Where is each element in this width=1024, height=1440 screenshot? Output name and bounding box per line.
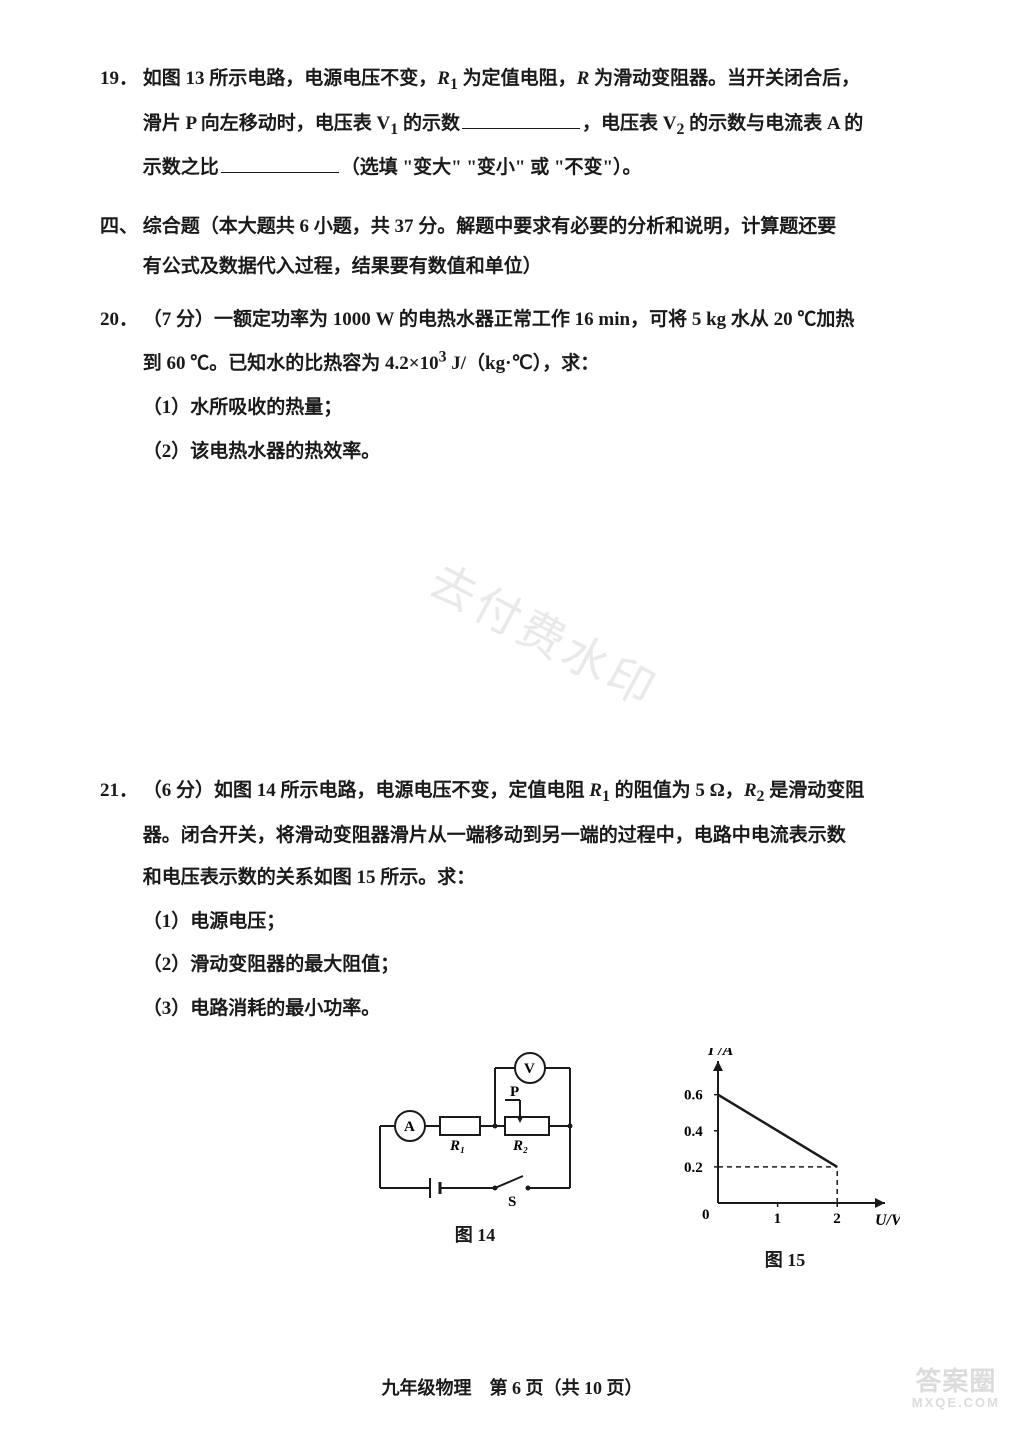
q20-number: 20．: [100, 299, 138, 341]
svg-text:P: P: [510, 1084, 519, 1100]
svg-text:0.4: 0.4: [684, 1124, 703, 1140]
blank-2: [221, 152, 339, 173]
section-4-header: 四、 综合题（本大题共 6 小题，共 37 分。解题中要求有必要的分析和说明，计…: [100, 207, 939, 287]
blank-1: [462, 108, 580, 129]
svg-text:0.2: 0.2: [684, 1160, 703, 1176]
line-chart-icon: I /A U/V 0 0.2 0.4 0.6 1 2: [670, 1048, 900, 1233]
svg-text:2: 2: [833, 1211, 841, 1227]
figure-14: S A R₁ R₂ PV 图 14: [360, 1048, 590, 1272]
svg-text:V: V: [524, 1061, 535, 1077]
svg-text:S: S: [508, 1194, 516, 1208]
section-4-num: 四、: [100, 207, 138, 247]
q19-line2: 滑片 P 向左移动时，电压表 V1 的示数，电压表 V2 的示数与电流表 A 的: [143, 113, 864, 134]
question-20: 20． （7 分）一额定功率为 1000 W 的电热水器正常工作 16 min，…: [100, 299, 939, 473]
figure-15: I /A U/V 0 0.2 0.4 0.6 1 2 图 15: [670, 1048, 900, 1272]
question-19: 19． 如图 13 所示电路，电源电压不变，R1 为定值电阻，R 为滑动变阻器。…: [100, 58, 939, 189]
svg-text:1: 1: [774, 1211, 782, 1227]
svg-text:R₂: R₂: [512, 1138, 528, 1154]
section-4-title: 综合题（本大题共 6 小题，共 37 分。解题中要求有必要的分析和说明，计算题还…: [143, 207, 923, 287]
q21-line1: （6 分）如图 14 所示电路，电源电压不变，定值电阻 R1 的阻值为 5 Ω，…: [143, 780, 864, 801]
svg-text:U/V: U/V: [875, 1212, 900, 1229]
svg-text:0.6: 0.6: [684, 1088, 703, 1104]
svg-text:A: A: [404, 1119, 415, 1135]
q19-number: 19．: [100, 58, 138, 100]
q21-body: （6 分）如图 14 所示电路，电源电压不变，定值电阻 R1 的阻值为 5 Ω，…: [143, 770, 923, 1030]
q19-text: 如图 13 所示电路，电源电压不变，R1 为定值电阻，R 为滑动变阻器。当开关闭…: [143, 68, 860, 89]
question-21: 21． （6 分）如图 14 所示电路，电源电压不变，定值电阻 R1 的阻值为 …: [100, 770, 939, 1030]
circuit-diagram-icon: S A R₁ R₂ PV: [360, 1048, 590, 1208]
svg-text:0: 0: [702, 1207, 710, 1223]
svg-text:I /A: I /A: [707, 1048, 734, 1059]
page-footer: 九年级物理 第 6 页（共 10 页）: [0, 1374, 1024, 1400]
q20-sub2: （2）该电热水器的热效率。: [143, 431, 923, 473]
spacer: [100, 490, 939, 770]
q20-line2: 到 60 ℃。已知水的比热容为 4.2×103 J/（kg·℃），求：: [143, 353, 600, 374]
q20-sub1: （1）水所吸收的热量；: [143, 387, 923, 429]
q21-sub1: （1）电源电压；: [143, 901, 923, 943]
q21-sub2: （2）滑动变阻器的最大阻值；: [143, 944, 923, 986]
fig14-caption: 图 14: [360, 1221, 590, 1247]
fig15-caption: 图 15: [670, 1246, 900, 1272]
q21-number: 21．: [100, 770, 138, 812]
svg-text:R₁: R₁: [449, 1138, 465, 1154]
q19-body: 如图 13 所示电路，电源电压不变，R1 为定值电阻，R 为滑动变阻器。当开关闭…: [143, 58, 923, 189]
q19-line3: 示数之比（选填 "变大" "变小" 或 "不变"）。: [143, 157, 642, 178]
watermark-corner: 答案圈 MXQE.COM: [912, 1367, 1000, 1410]
figure-row: S A R₁ R₂ PV 图 14 I /A U/V 0 0.2 0.4 0.6 1 2 图 15: [360, 1048, 939, 1272]
q20-body: （7 分）一额定功率为 1000 W 的电热水器正常工作 16 min，可将 5…: [143, 299, 923, 473]
q21-sub3: （3）电路消耗的最小功率。: [143, 988, 923, 1030]
